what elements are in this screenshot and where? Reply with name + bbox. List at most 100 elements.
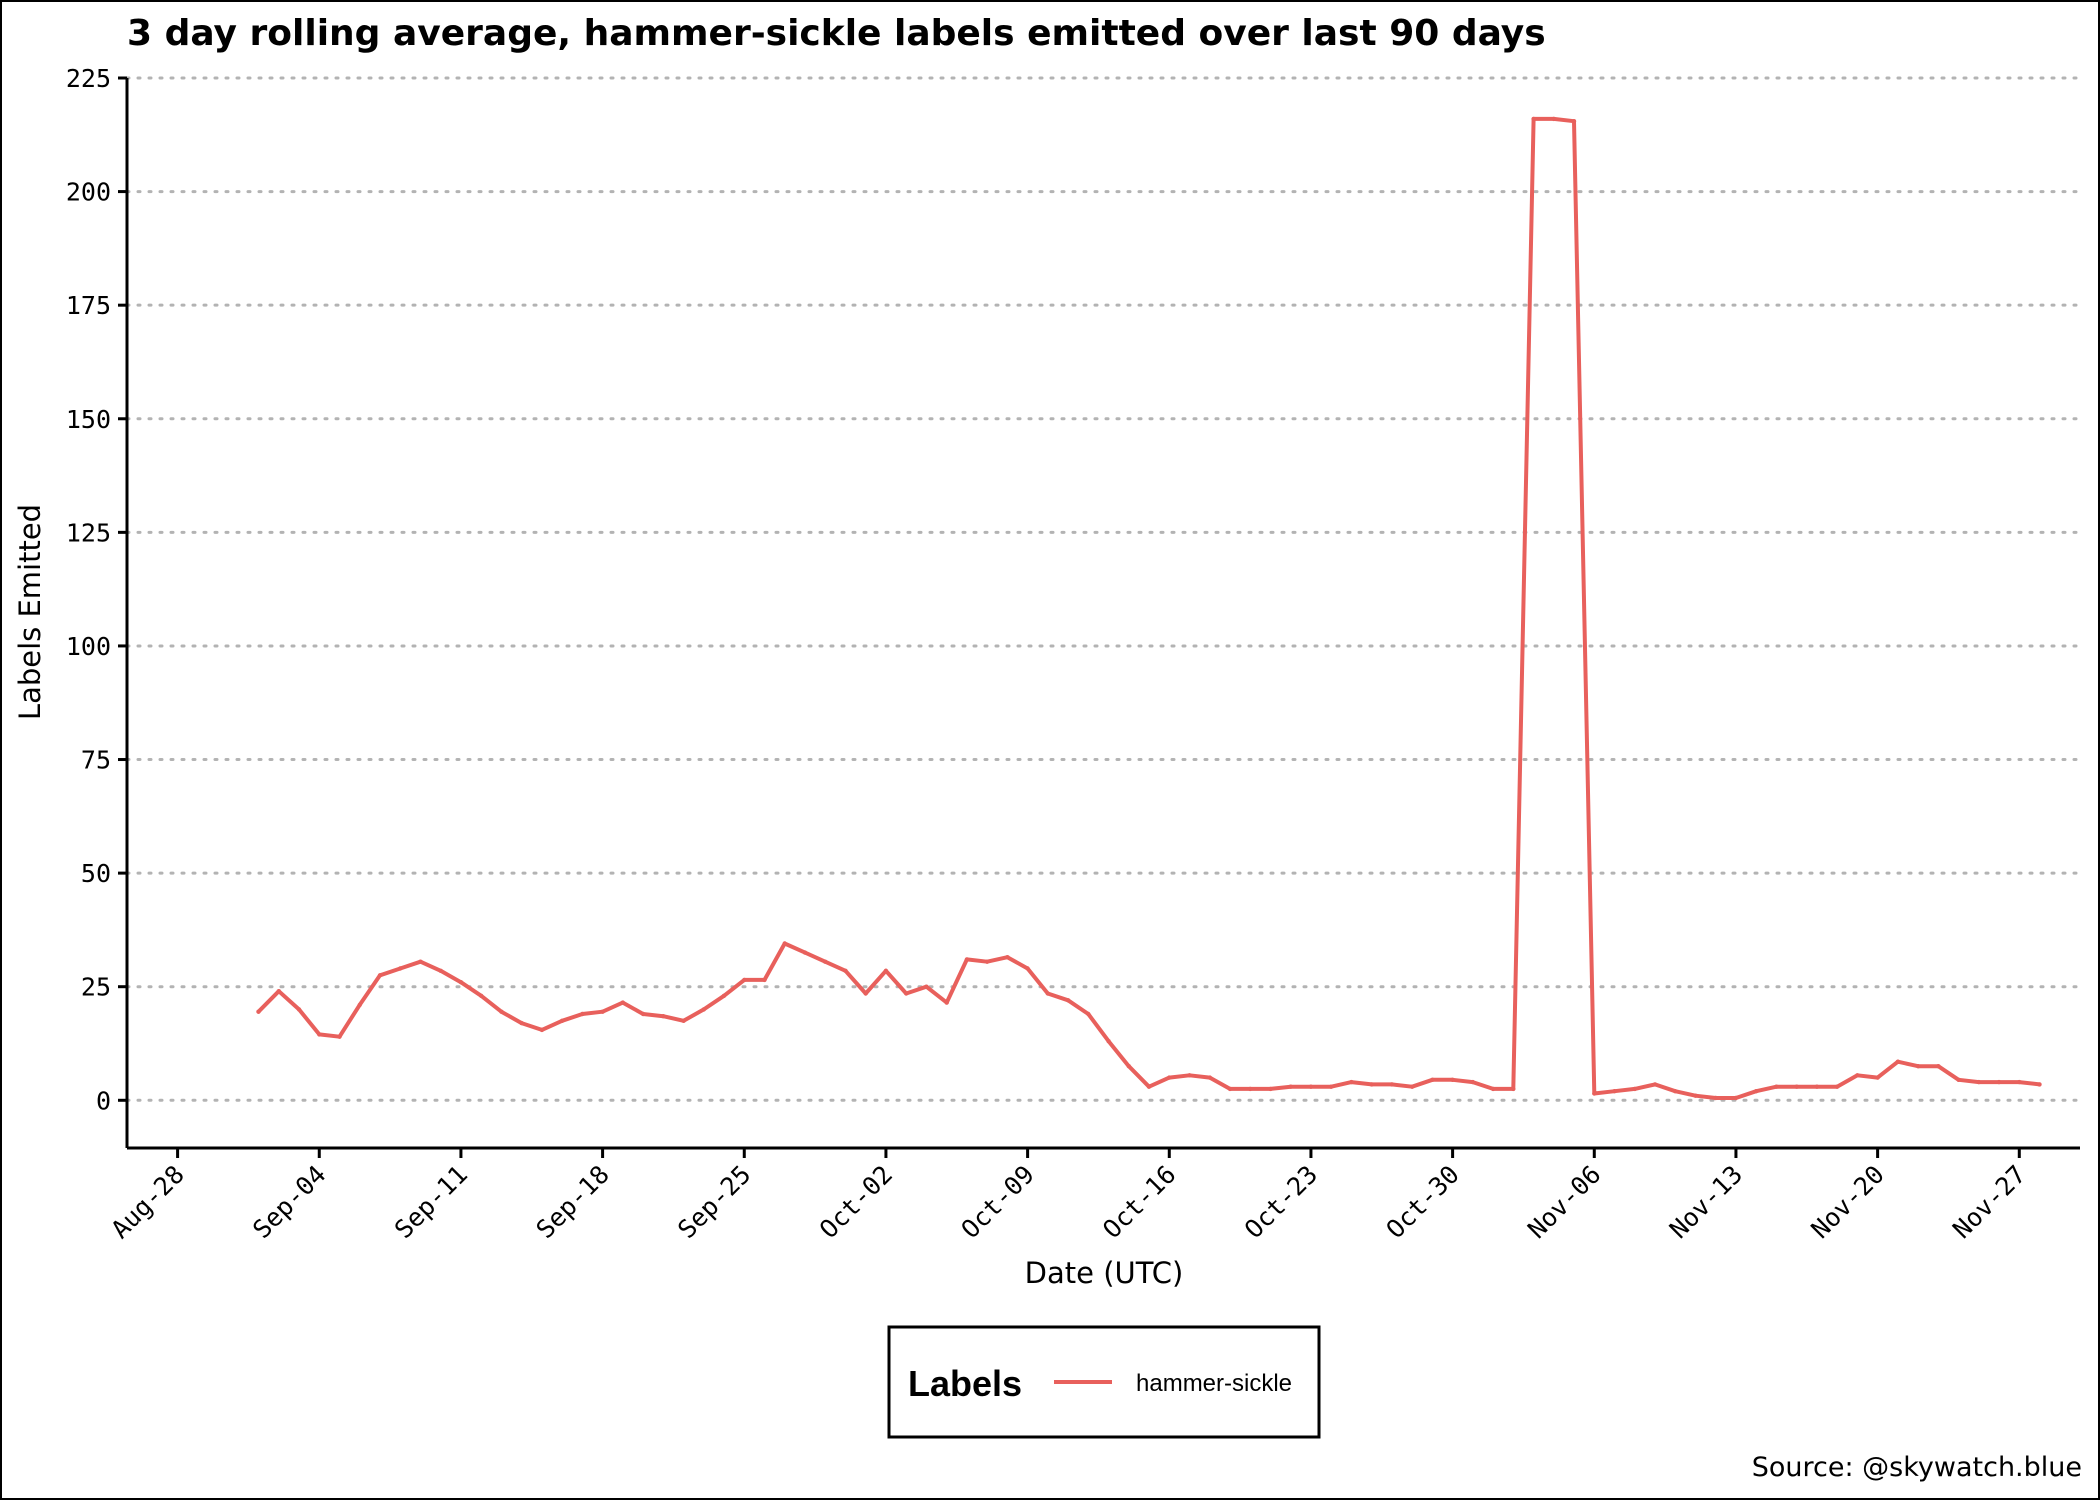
x-tick-label: Sep-25 — [672, 1160, 756, 1244]
data-point — [1167, 1075, 1172, 1080]
series-layer — [256, 116, 2042, 1101]
data-point — [1430, 1077, 1435, 1083]
data-point — [620, 1000, 625, 1005]
x-tick-label: Sep-04 — [247, 1160, 331, 1244]
data-point — [1976, 1079, 1982, 1085]
data-point — [1511, 1086, 1516, 1092]
data-point — [1106, 1039, 1111, 1044]
data-point — [2017, 1079, 2022, 1085]
data-point — [1207, 1075, 1213, 1080]
data-point — [843, 968, 848, 973]
data-point — [499, 1009, 504, 1014]
data-point — [984, 959, 990, 964]
y-tick-label: 0 — [96, 1086, 111, 1115]
data-point — [1875, 1075, 1880, 1080]
legend: Labels hammer-sickle — [887, 1325, 1321, 1439]
data-point — [276, 989, 281, 994]
data-point — [1754, 1089, 1759, 1094]
data-point — [924, 984, 929, 989]
x-tick-label: Nov-27 — [1947, 1160, 2031, 1244]
data-point — [1187, 1073, 1192, 1078]
data-point — [1794, 1084, 1799, 1089]
x-tick-label: Nov-13 — [1664, 1160, 1748, 1244]
data-point — [418, 959, 423, 964]
data-point — [317, 1032, 322, 1037]
data-point — [1065, 998, 1071, 1003]
data-point — [1592, 1091, 1597, 1096]
x-tick-label: Nov-20 — [1805, 1160, 1889, 1244]
data-point — [1227, 1086, 1233, 1092]
data-point — [1673, 1089, 1678, 1094]
data-point — [1126, 1064, 1132, 1069]
legend-title: Labels — [908, 1363, 1022, 1404]
data-point — [1369, 1082, 1374, 1087]
data-point — [519, 1020, 524, 1026]
x-tick-label: Oct-30 — [1380, 1160, 1464, 1244]
data-point — [1005, 955, 1010, 960]
data-point — [1915, 1064, 1921, 1069]
data-point — [1814, 1084, 1820, 1089]
data-point — [1086, 1011, 1091, 1017]
data-point — [944, 1000, 949, 1005]
x-tick-label: Oct-09 — [955, 1160, 1039, 1244]
data-point — [600, 1009, 605, 1014]
y-ticks: 0 25 50 75 100 125 150 175 200 225 — [66, 64, 127, 1115]
data-point — [357, 1002, 362, 1008]
data-point — [580, 1011, 585, 1017]
x-tick-label: Oct-16 — [1097, 1160, 1181, 1244]
data-point — [863, 991, 868, 996]
data-point — [1288, 1084, 1293, 1089]
y-tick-label: 150 — [66, 405, 111, 434]
data-point — [296, 1007, 302, 1012]
data-point — [559, 1018, 565, 1023]
data-point — [661, 1014, 666, 1019]
data-point — [398, 966, 403, 971]
data-point — [1450, 1077, 1455, 1083]
y-tick-label: 50 — [81, 859, 111, 888]
data-point — [1632, 1086, 1638, 1092]
source-caption: Source: @skywatch.blue — [1752, 1452, 2082, 1483]
data-point — [1612, 1089, 1617, 1094]
legend-item-label: hammer-sickle — [1136, 1370, 1292, 1397]
data-point — [539, 1027, 545, 1033]
data-point — [883, 968, 889, 973]
x-tick-label: Sep-11 — [389, 1160, 473, 1244]
data-point — [1025, 966, 1030, 971]
data-point — [1490, 1086, 1496, 1092]
data-point — [1409, 1084, 1415, 1089]
data-point — [377, 973, 383, 978]
series-line-hammer-sickle — [256, 116, 2042, 1100]
data-point — [904, 991, 909, 996]
x-tick-label: Sep-18 — [530, 1160, 614, 1244]
x-tick-label: Oct-23 — [1239, 1160, 1323, 1244]
data-point — [438, 968, 443, 973]
data-point — [782, 941, 787, 946]
axes — [125, 78, 2080, 1150]
data-point — [964, 957, 970, 962]
x-tick-label: Aug-28 — [105, 1160, 189, 1244]
data-point — [1248, 1086, 1253, 1092]
data-point — [681, 1018, 686, 1023]
data-point — [1329, 1084, 1334, 1089]
data-point — [1652, 1082, 1658, 1087]
data-point — [1308, 1084, 1314, 1089]
data-point — [802, 950, 808, 955]
data-point — [1146, 1084, 1152, 1089]
data-point — [640, 1011, 646, 1017]
data-point — [458, 980, 464, 985]
data-point — [1936, 1064, 1941, 1069]
y-tick-label: 125 — [66, 518, 111, 547]
x-tick-label: Oct-02 — [814, 1160, 898, 1244]
y-tick-label: 225 — [66, 64, 111, 93]
y-tick-label: 75 — [81, 746, 111, 775]
y-tick-label: 175 — [66, 291, 111, 320]
data-point — [742, 977, 747, 983]
data-point — [1693, 1093, 1698, 1098]
y-tick-label: 25 — [81, 973, 111, 1002]
y-axis-label: Labels Emitted — [13, 504, 47, 720]
data-point — [1855, 1073, 1860, 1078]
data-point — [1834, 1084, 1840, 1089]
data-point — [1956, 1077, 1961, 1083]
